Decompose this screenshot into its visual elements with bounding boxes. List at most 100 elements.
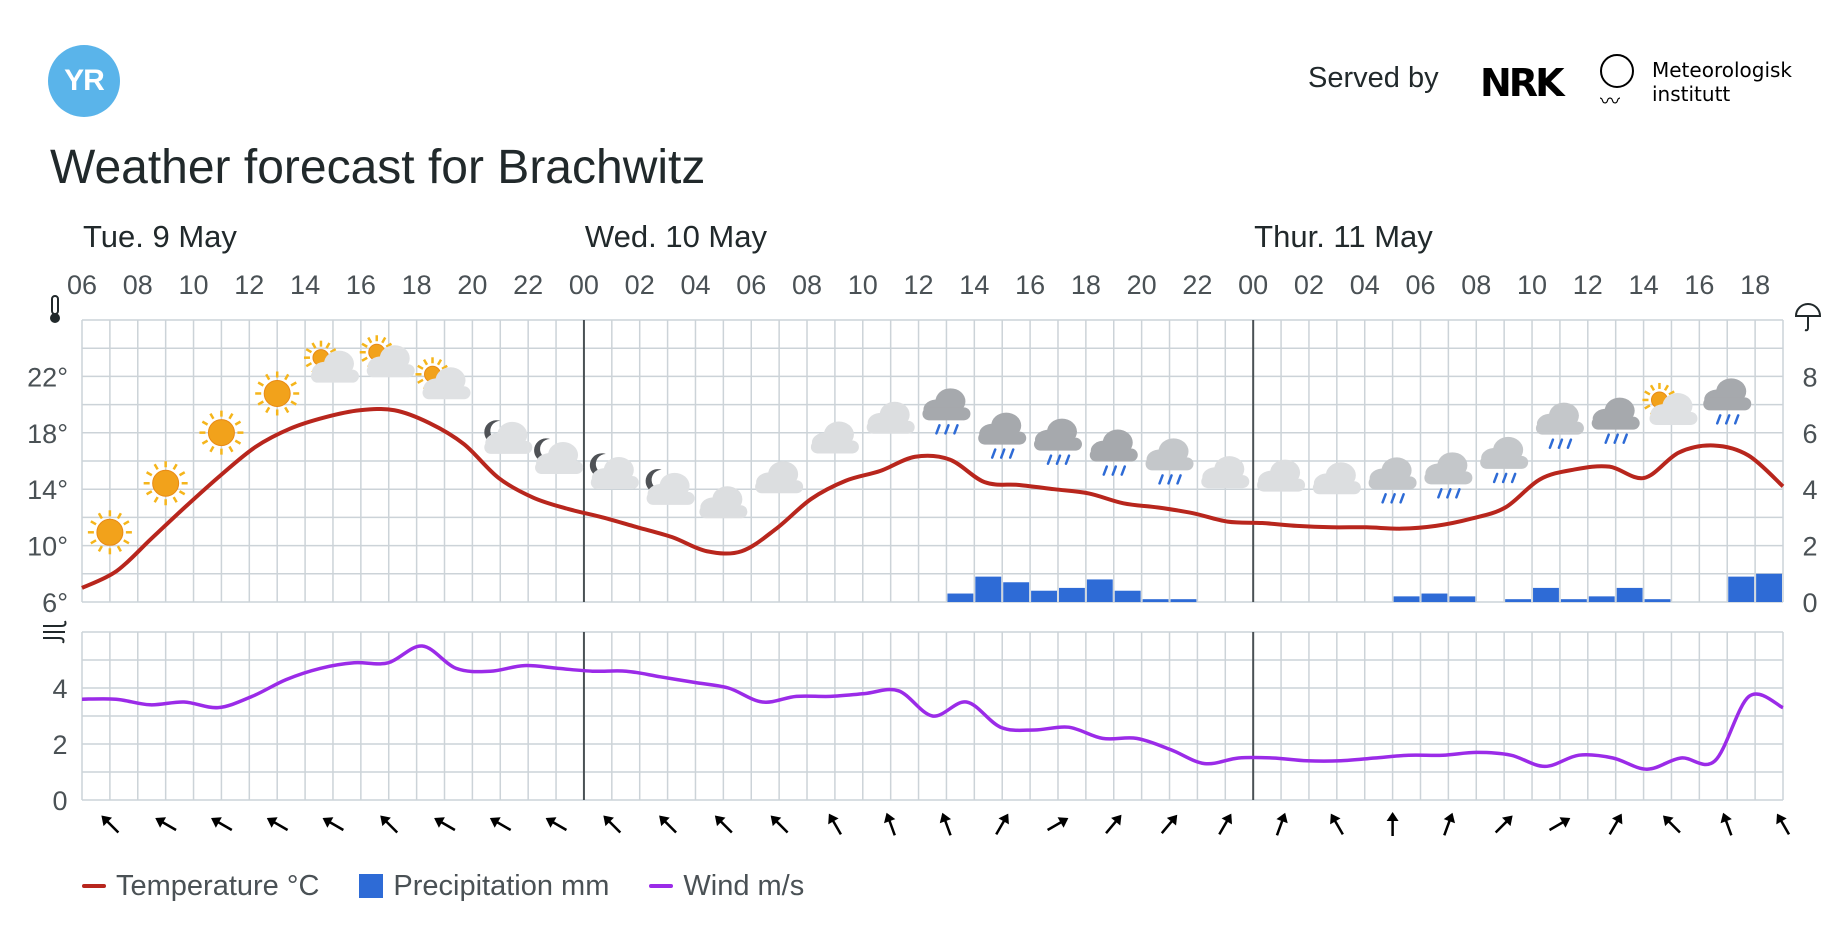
raindrop <box>1120 465 1127 476</box>
wind-direction-arrow-icon <box>995 813 1009 836</box>
wind-direction-arrow-icon <box>434 817 456 832</box>
wind-direction-arrow-icon <box>1386 812 1399 836</box>
arrow-head <box>1057 817 1069 828</box>
sun-ray <box>209 412 215 420</box>
arrow-head <box>998 813 1009 825</box>
cloud-base <box>1089 448 1138 462</box>
met-name-line-2: institutt <box>1652 82 1731 106</box>
raindrop <box>1604 433 1610 444</box>
wind-direction-arrow-icon <box>322 817 344 832</box>
arrow-head <box>1559 817 1571 828</box>
cloud-icon <box>810 421 859 454</box>
hour-tick-label: 02 <box>625 270 655 300</box>
precip-tick-label: 6 <box>1802 419 1817 449</box>
cloud-base <box>310 369 359 383</box>
rain-cloud-icon <box>1089 429 1138 476</box>
sun-icon <box>255 371 300 416</box>
wind-direction-arrow-icon <box>489 817 512 832</box>
light-rain-cloud-icon <box>1145 438 1194 485</box>
raindrop <box>1622 433 1628 444</box>
legend-swatch-precipitation <box>359 874 384 898</box>
hour-tick-label: 12 <box>234 270 264 300</box>
wind-direction-arrow-icon <box>1330 813 1344 836</box>
legend-label-wind: Wind m/s <box>683 869 805 902</box>
sun-ray <box>257 400 264 406</box>
precipitation-bar <box>1393 596 1420 602</box>
arrow-head <box>155 817 167 828</box>
raindrop <box>1455 488 1461 499</box>
yr-logo[interactable]: YR <box>48 45 120 117</box>
wind-direction-arrow-icon <box>380 815 399 834</box>
hour-tick-label: 20 <box>457 270 487 300</box>
sun-ray <box>265 373 271 381</box>
precipitation-bar <box>1644 599 1671 602</box>
arrow-head <box>1720 812 1732 824</box>
raindrop <box>1055 454 1062 465</box>
arrow-head <box>1221 813 1232 825</box>
partly-cloudy-moon-icon <box>589 453 639 489</box>
rain-cloud-icon <box>1033 418 1082 465</box>
hour-tick-label: 14 <box>1629 270 1659 300</box>
arrow-head <box>603 815 614 827</box>
rain-cloud-icon <box>1591 397 1640 444</box>
temp-tick-label: 22° <box>27 362 68 392</box>
precipitation-bar <box>1170 599 1197 602</box>
sun-ray <box>305 362 313 368</box>
moon-icon <box>484 420 533 454</box>
cloud-icon <box>1312 462 1361 495</box>
moon-shape <box>534 438 557 463</box>
precipitation-bar <box>1003 582 1030 602</box>
hour-tick-label: 16 <box>1684 270 1714 300</box>
sun-ray <box>234 439 242 445</box>
chart-legend: Temperature °C Precipitation mm Wind m/s <box>82 866 844 906</box>
precipitation-bar <box>1533 587 1559 602</box>
cloud-base <box>422 386 471 400</box>
hour-tick-label: 04 <box>680 270 710 300</box>
hour-tick-label: 08 <box>792 270 822 300</box>
partly-cloudy-sun-icon <box>1642 382 1698 425</box>
cloud-base <box>866 420 915 434</box>
legend-label-precipitation: Precipitation mm <box>393 869 610 902</box>
precipitation-bar <box>1756 573 1782 602</box>
wind-direction-arrow-icon <box>1160 814 1178 834</box>
wind-direction-arrow-icon <box>1105 814 1122 834</box>
sun-ray <box>90 520 97 526</box>
precipitation-bar <box>975 576 1002 602</box>
umbrella-handle <box>1804 316 1809 332</box>
temp-tick-label: 14° <box>27 475 68 505</box>
sun-ray <box>228 445 234 453</box>
umbrella-icon <box>1794 303 1822 332</box>
arrow-head <box>939 812 952 824</box>
met-institute-logo[interactable]: 〰 Meteorologisk institutt <box>1600 52 1820 112</box>
met-name-line-1: Meteorologisk <box>1652 58 1793 82</box>
wind-direction-arrow-icon <box>1608 813 1623 836</box>
wind-direction-arrow-icon <box>1275 812 1288 836</box>
sun-ray <box>178 490 186 496</box>
nrk-logo[interactable]: NRK <box>1480 61 1564 105</box>
hour-tick-label: 06 <box>1405 270 1435 300</box>
arrow-head <box>1443 812 1456 824</box>
sun-ray <box>284 406 290 414</box>
cloud-base <box>366 364 415 378</box>
cloud-icon <box>866 401 915 434</box>
wind-direction-arrow-icon <box>1720 812 1733 836</box>
sun-ray <box>290 381 297 387</box>
precipitation-bar <box>1505 599 1532 602</box>
hour-tick-label: 08 <box>1461 270 1491 300</box>
raindrop <box>1399 493 1405 504</box>
cloud-icon <box>1201 456 1250 489</box>
hour-tick-label: 22 <box>513 270 543 300</box>
legend-label-temperature: Temperature °C <box>116 869 320 902</box>
cloud-icon <box>755 461 804 494</box>
cloud-base <box>699 505 748 519</box>
sun-ray <box>145 471 153 477</box>
wind-tick-label: 0 <box>52 786 67 816</box>
raindrop <box>1064 454 1071 465</box>
wind-direction-arrow-icon <box>770 815 789 834</box>
wind-direction-arrow-icon <box>266 817 289 832</box>
cloud-base <box>590 475 639 489</box>
arrow-head <box>828 813 839 825</box>
thermometer-tube <box>51 295 59 315</box>
hour-tick-label: 04 <box>1350 270 1380 300</box>
sun-ray <box>367 336 373 344</box>
